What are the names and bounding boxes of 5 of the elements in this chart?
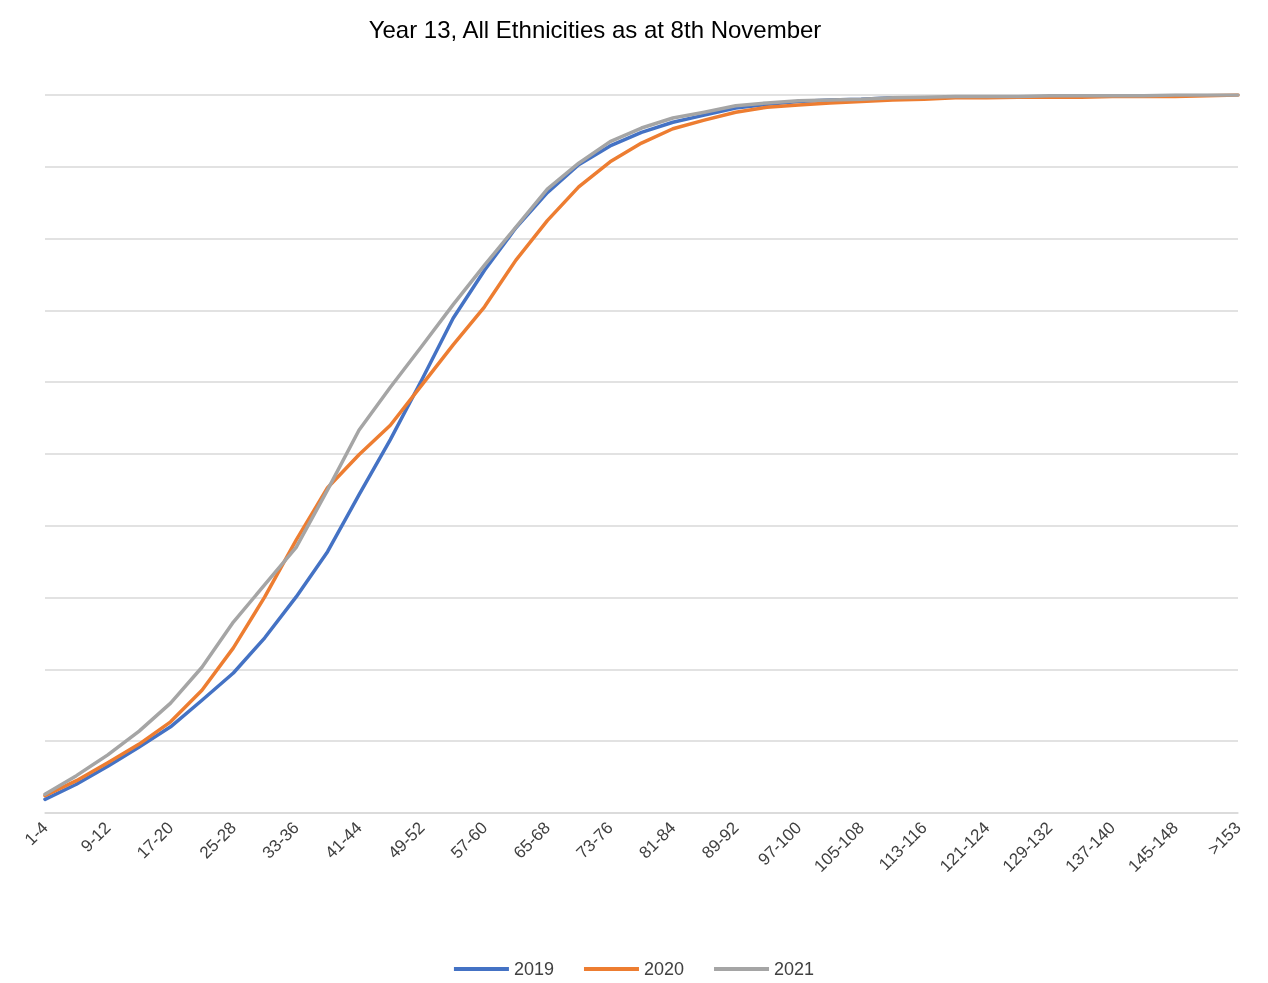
legend-label: 2019: [513, 959, 554, 979]
chart-title: Year 13, All Ethnicities as at 8th November: [368, 15, 822, 43]
legend-label: 2020: [643, 959, 685, 979]
legend-label: 2021: [774, 959, 815, 979]
x-tick-label: 1-4: [20, 818, 52, 850]
